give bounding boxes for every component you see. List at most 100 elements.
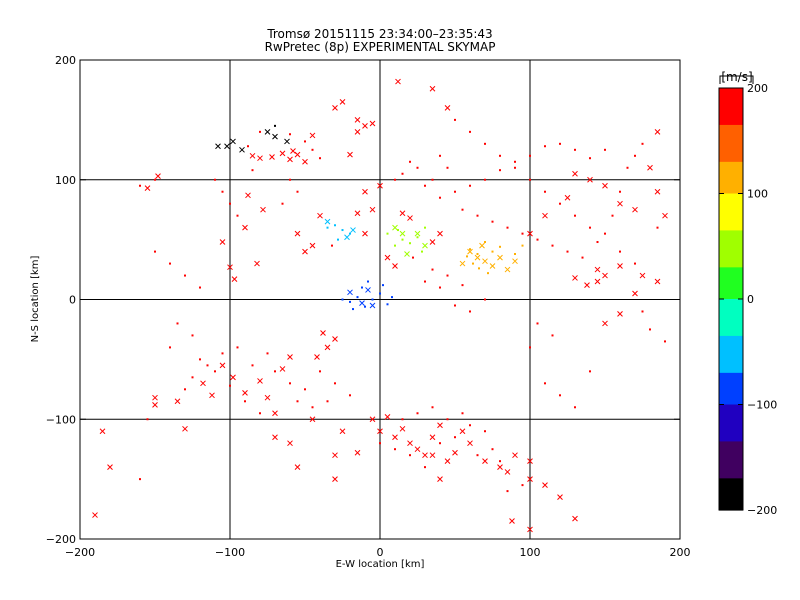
colorbar-segment: [719, 198, 743, 205]
data-point-cross: [497, 464, 503, 471]
data-point-cross: [230, 138, 236, 145]
data-point-cross: [392, 263, 398, 269]
data-point-dot: [409, 242, 411, 245]
colorbar-segment: [719, 262, 743, 268]
colorbar-segment: [719, 372, 743, 379]
data-point-cross: [594, 266, 601, 273]
data-point-dot: [559, 142, 561, 145]
colorbar-segment: [719, 193, 743, 200]
data-point-cross: [249, 152, 256, 159]
data-point-dot: [536, 322, 539, 325]
data-point-cross: [639, 272, 646, 279]
colorbar-label-bracket: [719, 75, 754, 84]
data-point-dot: [296, 190, 299, 193]
data-point-cross: [572, 275, 578, 281]
data-point-cross: [467, 248, 473, 255]
data-point-cross: [332, 452, 338, 459]
colorbar-segment: [719, 256, 743, 263]
data-point-dot: [394, 178, 396, 181]
colorbar-label: [m/s]: [721, 70, 752, 84]
y-tick-label: 0: [69, 294, 76, 307]
data-point-dot: [424, 184, 426, 187]
colorbar-segment: [719, 304, 743, 311]
data-point-cross: [231, 276, 238, 282]
data-point-cross: [287, 156, 293, 163]
data-point-dot: [229, 202, 231, 205]
data-point-cross: [369, 416, 376, 423]
data-point-dot: [649, 328, 651, 331]
colorbar-segment: [719, 88, 743, 94]
data-point-dot: [356, 296, 359, 299]
data-point-dot: [499, 245, 501, 248]
colorbar-segment: [719, 309, 743, 316]
colorbar-segment: [719, 299, 743, 305]
data-point-cross: [584, 282, 590, 288]
data-point-cross: [392, 434, 398, 441]
data-point-cross: [437, 476, 443, 482]
data-point-cross: [354, 449, 361, 456]
colorbar-segment: [719, 146, 743, 152]
data-point-dot: [529, 178, 531, 181]
data-point-cross: [384, 414, 391, 420]
data-point-dot: [296, 400, 299, 403]
data-point-cross: [429, 239, 436, 245]
data-point-cross: [399, 210, 406, 217]
colorbar-segment: [719, 314, 743, 321]
data-point-dot: [401, 418, 404, 421]
data-point-dot: [604, 232, 606, 235]
data-point-dot: [259, 412, 261, 415]
colorbar-tick-label: −200: [747, 504, 777, 517]
data-point-cross: [224, 143, 230, 150]
data-point-dot: [589, 157, 591, 160]
data-point-cross: [264, 394, 271, 401]
data-point-cross: [392, 224, 398, 231]
data-point-dot: [416, 412, 419, 415]
colorbar-segment: [719, 451, 743, 458]
data-point-dot: [154, 250, 156, 253]
data-point-dot: [349, 394, 351, 397]
data-point-dot: [424, 466, 426, 469]
data-point-cross: [242, 390, 248, 396]
data-point-dot: [461, 412, 464, 415]
data-point-cross: [509, 518, 515, 524]
data-point-cross: [429, 434, 436, 441]
colorbar-segment: [719, 504, 743, 511]
data-point-cross: [602, 320, 608, 327]
colorbar-segment: [719, 119, 743, 126]
data-point-cross: [155, 173, 161, 180]
data-point-dot: [634, 154, 636, 157]
data-point-dot: [521, 244, 524, 247]
colorbar-segment: [719, 346, 743, 353]
data-point-dot: [409, 160, 411, 163]
data-point-dot: [484, 430, 486, 433]
data-point-dot: [544, 190, 546, 193]
data-point-dot: [266, 352, 269, 355]
data-point-cross: [215, 143, 221, 150]
colorbar-segment: [719, 494, 743, 501]
x-tick-label: −200: [65, 546, 95, 559]
y-tick-label: −100: [46, 413, 76, 426]
colorbar-segment: [719, 93, 743, 100]
data-point-cross: [152, 394, 158, 401]
data-point-cross: [242, 224, 248, 231]
colorbar-segment: [719, 378, 743, 384]
data-point-dot: [274, 124, 276, 127]
data-point-dot: [431, 268, 434, 271]
colorbar-segment: [719, 98, 743, 105]
colorbar-segment: [719, 425, 743, 432]
data-point-cross: [444, 458, 451, 465]
data-point-dot: [476, 454, 479, 457]
data-point-cross: [324, 344, 331, 351]
data-point-cross: [617, 200, 623, 207]
data-point-dot: [551, 334, 554, 337]
data-point-cross: [527, 230, 533, 237]
data-point-cross: [654, 128, 661, 135]
colorbar-tick-label: 0: [747, 293, 754, 306]
data-point-dot: [466, 255, 468, 258]
series-crosses: [92, 78, 668, 533]
data-point-dot: [352, 308, 354, 311]
data-point-dot: [499, 460, 501, 463]
colorbar-segment: [719, 140, 743, 147]
data-point-cross: [437, 230, 443, 237]
